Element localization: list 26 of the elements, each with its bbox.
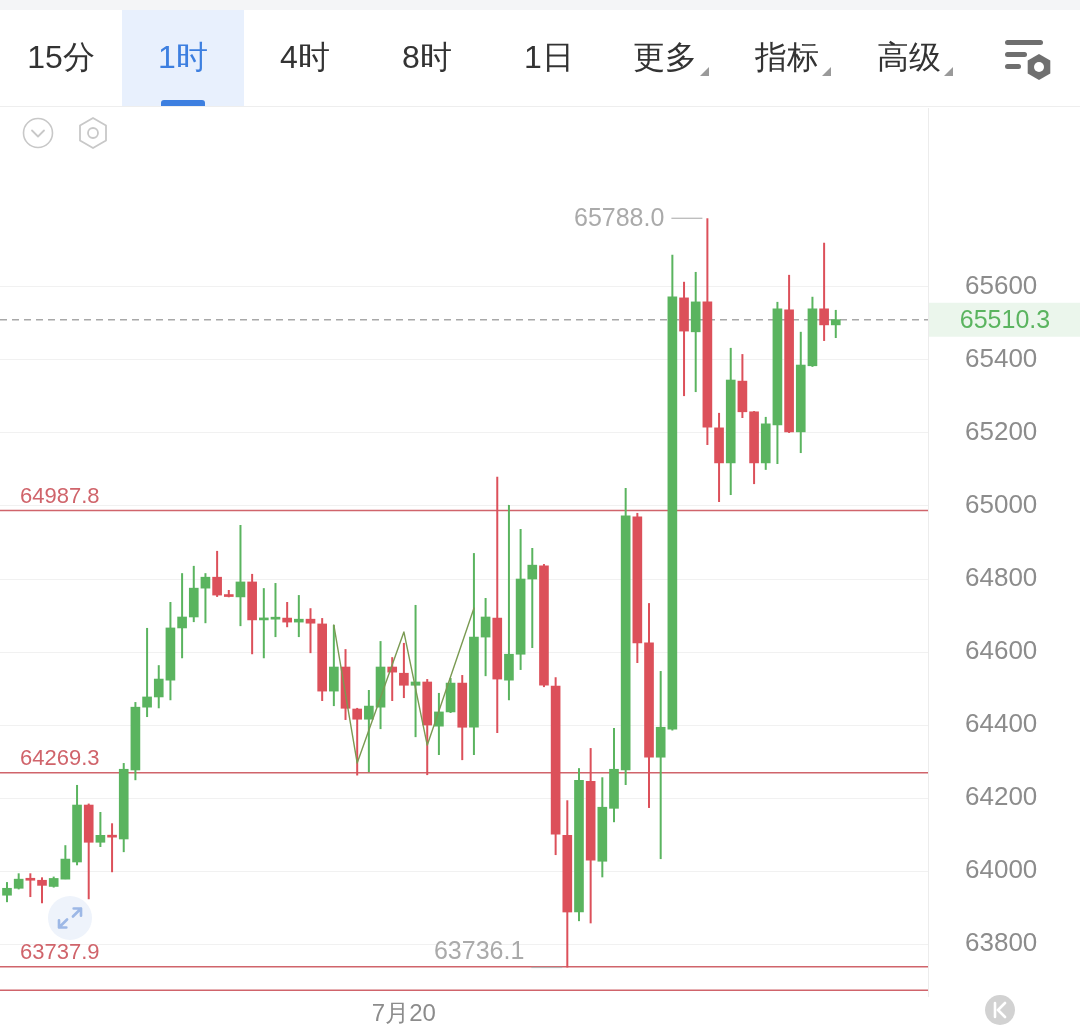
y-tick-label: 65400 <box>965 343 1038 374</box>
ref-line-label: 63737.9 <box>20 938 100 964</box>
x-tick-label: 7月20 <box>371 999 436 1027</box>
text: 4时 <box>280 38 330 77</box>
y-tick-label: 63800 <box>965 927 1038 958</box>
y-tick-label: 65000 <box>965 489 1038 520</box>
text: 1日 <box>524 38 574 77</box>
annotation: 65788.0 <box>574 203 665 232</box>
candlestick <box>270 583 281 638</box>
y-tick-label: 64600 <box>965 635 1038 666</box>
y-tick-label: 64000 <box>965 854 1038 885</box>
y-tick-label: 64400 <box>965 708 1038 739</box>
text: 指标 <box>755 38 819 77</box>
ref-line-label: 65510.3 <box>959 304 1051 333</box>
annotation: 63736.1 <box>433 935 525 964</box>
y-tick-label: 65600 <box>965 270 1038 301</box>
text: 8时 <box>402 38 452 77</box>
y-tick-label: 64200 <box>965 781 1038 812</box>
text: 15分 <box>27 38 95 77</box>
ref-line-label: 64987.8 <box>20 482 100 508</box>
y-tick-label: 65200 <box>965 416 1038 447</box>
ref-line-label: 64269.3 <box>20 744 100 770</box>
text: 1时 <box>158 38 208 77</box>
text: 高级 <box>877 38 941 77</box>
text: 更多 <box>633 38 697 77</box>
y-tick-label: 64800 <box>965 562 1038 593</box>
